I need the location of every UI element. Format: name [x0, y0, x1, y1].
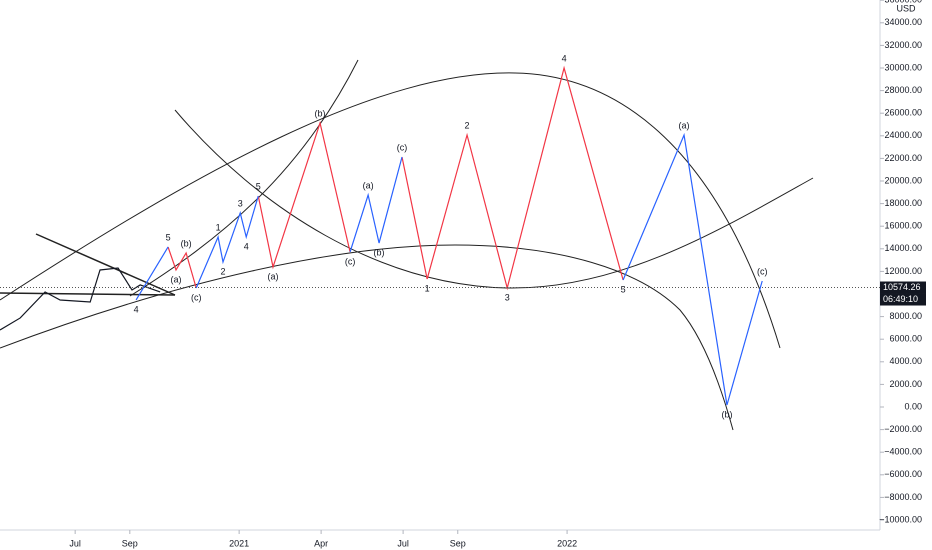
wave-label: 4 — [562, 53, 567, 63]
wave-label: (b) — [315, 108, 326, 118]
wave-label: (c) — [191, 292, 202, 302]
trend-line — [35, 233, 176, 296]
wave-label: 4 — [134, 304, 139, 314]
y-tick-label: −8000.00 — [884, 492, 922, 502]
y-tick-label: 28000.00 — [884, 85, 922, 95]
trend-line — [0, 292, 176, 296]
y-tick-label: 36000.00 — [884, 0, 922, 5]
currency: USD — [896, 3, 916, 13]
x-tick-label: Sep — [122, 538, 138, 548]
x-tick-label: 2021 — [229, 538, 249, 548]
countdown-label: 06:49:10 — [883, 294, 918, 304]
y-tick-label: 16000.00 — [884, 221, 922, 231]
y-tick-label: 30000.00 — [884, 62, 922, 72]
x-tick-label: Sep — [450, 538, 466, 548]
wave-label: (c) — [397, 142, 408, 152]
wave-line — [0, 267, 161, 331]
wave-label: (a) — [363, 180, 374, 190]
wave-label: (b) — [181, 238, 192, 248]
y-tick-label: 8000.00 — [889, 311, 922, 321]
wave-label: 5 — [621, 284, 626, 294]
wave-label: 1 — [425, 283, 430, 293]
y-tick-label: −4000.00 — [884, 447, 922, 457]
wave-label: 2 — [220, 266, 225, 276]
y-tick-label: −10000.00 — [879, 514, 922, 524]
x-tick-label: Jul — [397, 538, 409, 548]
x-tick-label: 2022 — [557, 538, 577, 548]
wave-label: 5 — [166, 232, 171, 242]
y-tick-label: 26000.00 — [884, 108, 922, 118]
wave-line — [167, 65, 624, 291]
countdown-tag — [880, 293, 926, 306]
y-tick-label: 0.00 — [904, 401, 922, 411]
arc — [129, 59, 359, 297]
y-tick-label: −6000.00 — [884, 469, 922, 479]
y-tick-label: 20000.00 — [884, 175, 922, 185]
y-tick-label: 24000.00 — [884, 130, 922, 140]
wave-label: 3 — [238, 198, 243, 208]
wave-label: (b) — [374, 247, 385, 257]
wave-label: (c) — [345, 256, 356, 266]
wave-label: (a) — [171, 274, 182, 284]
y-tick-label: 32000.00 — [884, 40, 922, 50]
y-tick-label: 18000.00 — [884, 198, 922, 208]
price-tag — [880, 281, 926, 294]
x-tick-label: Apr — [314, 538, 328, 548]
price-tag-label: 10574.26 — [883, 282, 921, 292]
arc — [0, 244, 734, 431]
y-tick-label: 2000.00 — [889, 379, 922, 389]
arc — [0, 72, 781, 349]
wave-label: 1 — [216, 222, 221, 232]
wave-label: (b) — [721, 409, 732, 419]
wave-label: 2 — [465, 120, 470, 130]
y-tick-label: 22000.00 — [884, 153, 922, 163]
y-tick-label: 4000.00 — [889, 356, 922, 366]
y-tick-label: 6000.00 — [889, 334, 922, 344]
y-tick-label: −2000.00 — [884, 424, 922, 434]
y-tick-label: 34000.00 — [884, 17, 922, 27]
y-tick-label: 14000.00 — [884, 243, 922, 253]
wave-label: 4 — [244, 241, 249, 251]
wave-label: (a) — [268, 271, 279, 281]
wave-label: (c) — [757, 266, 768, 276]
wave-line — [135, 132, 763, 406]
wave-label: 5 — [256, 181, 261, 191]
wave-label: (a) — [679, 120, 690, 130]
wave-label: 3 — [505, 292, 510, 302]
x-tick-label: Jul — [69, 538, 81, 548]
y-tick-label: 12000.00 — [884, 266, 922, 276]
